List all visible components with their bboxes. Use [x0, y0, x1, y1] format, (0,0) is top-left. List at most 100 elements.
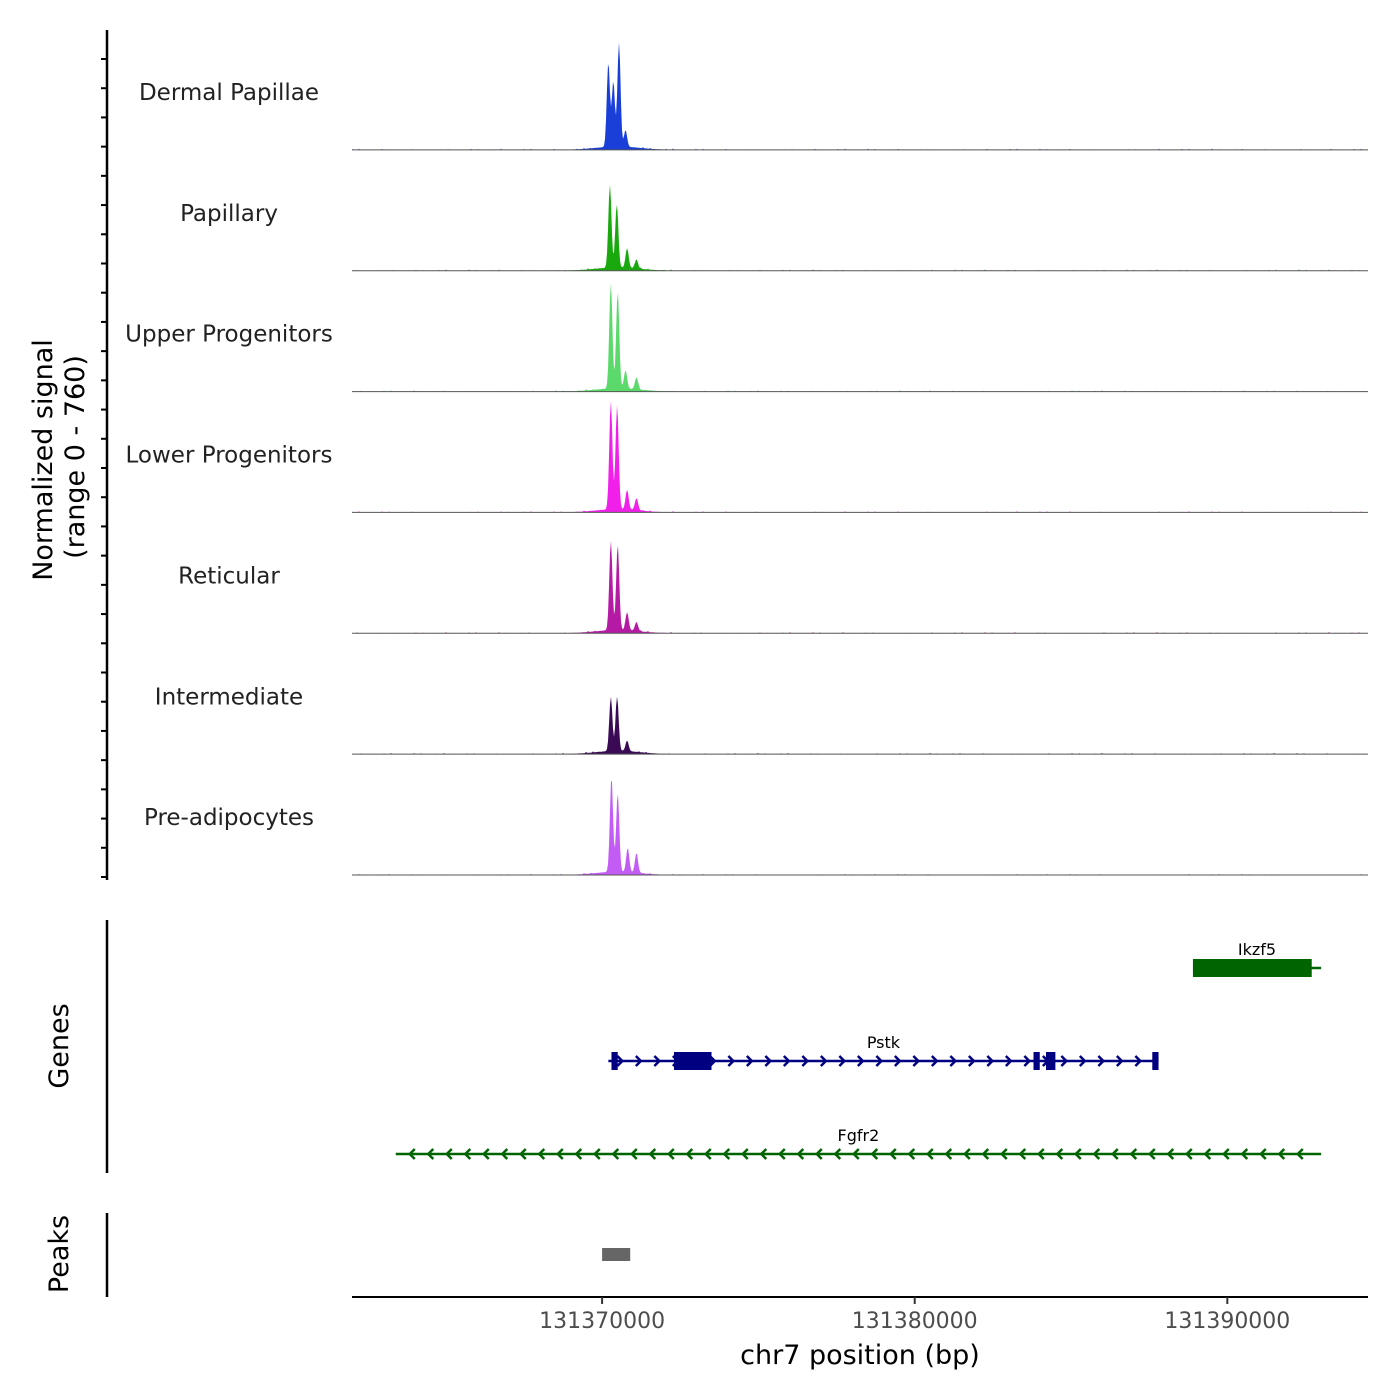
- strand-arrow: [949, 1055, 958, 1067]
- signal-area: [352, 696, 1368, 755]
- strand-arrow: [1203, 1148, 1212, 1160]
- strand-arrow: [1258, 1148, 1267, 1160]
- strand-arrow: [777, 1148, 786, 1160]
- strand-arrow: [796, 1148, 805, 1160]
- strand-arrow: [967, 1055, 976, 1067]
- strand-arrow: [444, 1148, 453, 1160]
- strand-arrow: [925, 1148, 934, 1160]
- peak-region: [602, 1248, 631, 1261]
- strand-arrow: [574, 1148, 583, 1160]
- strand-arrow: [764, 1055, 773, 1067]
- strand-arrow: [1147, 1148, 1156, 1160]
- strand-arrow: [611, 1148, 620, 1160]
- strand-arrow: [999, 1148, 1008, 1160]
- strand-arrow: [708, 1055, 717, 1067]
- strand-arrow: [1129, 1148, 1138, 1160]
- strand-arrow: [745, 1055, 754, 1067]
- gene-exon: [1046, 1052, 1056, 1070]
- strand-arrow: [870, 1148, 879, 1160]
- gene-label: Pstk: [867, 1033, 901, 1052]
- strand-arrow: [722, 1148, 731, 1160]
- gene-exon: [611, 1052, 618, 1070]
- track-label: Lower Progenitors: [126, 443, 333, 469]
- strand-arrow: [685, 1148, 694, 1160]
- peak-track: [602, 1248, 631, 1261]
- strand-arrow: [740, 1148, 749, 1160]
- strand-arrow: [893, 1055, 902, 1067]
- strand-arrow: [801, 1055, 810, 1067]
- track-label: Upper Progenitors: [125, 322, 333, 348]
- strand-arrow: [1295, 1148, 1304, 1160]
- strand-arrow: [1240, 1148, 1249, 1160]
- gene-annotation-track: Ikzf5 Pstk Fgfr2: [395, 940, 1322, 1160]
- strand-arrow: [555, 1148, 564, 1160]
- strand-arrow: [1221, 1148, 1230, 1160]
- strand-arrow: [426, 1148, 435, 1160]
- strand-arrow: [907, 1148, 916, 1160]
- gene-exon: [1192, 959, 1312, 977]
- strand-arrow: [634, 1055, 643, 1067]
- gene-exon: [1152, 1052, 1159, 1070]
- strand-arrow: [819, 1055, 828, 1067]
- strand-arrow: [653, 1055, 662, 1067]
- strand-arrow: [481, 1148, 490, 1160]
- strand-arrow: [944, 1148, 953, 1160]
- strand-arrow: [814, 1148, 823, 1160]
- signal-area: [352, 42, 1368, 150]
- track-label: Pre-adipocytes: [144, 805, 314, 831]
- strand-arrow: [875, 1055, 884, 1067]
- signal-area: [352, 540, 1368, 634]
- strand-arrow: [1166, 1148, 1175, 1160]
- track-label: Dermal Papillae: [139, 80, 319, 106]
- strand-arrow: [1055, 1148, 1064, 1160]
- strand-arrow: [1004, 1055, 1013, 1067]
- strand-arrow: [648, 1148, 657, 1160]
- signal-area: [352, 283, 1368, 392]
- strand-arrow: [888, 1148, 897, 1160]
- strand-arrow: [1078, 1055, 1087, 1067]
- strand-arrow: [518, 1148, 527, 1160]
- strand-arrow: [1184, 1148, 1193, 1160]
- strand-arrow: [986, 1055, 995, 1067]
- strand-arrow: [537, 1148, 546, 1160]
- x-tick-label: 131370000: [539, 1309, 665, 1334]
- strand-arrow: [1092, 1148, 1101, 1160]
- strand-arrow: [912, 1055, 921, 1067]
- gene-label: Ikzf5: [1238, 940, 1276, 959]
- strand-arrow: [463, 1148, 472, 1160]
- axes: 131370000 131380000 131390000: [101, 30, 1368, 1334]
- strand-arrow: [500, 1148, 509, 1160]
- y-axis-label-line2: (range 0 - 760): [60, 355, 91, 559]
- strand-arrow: [838, 1055, 847, 1067]
- strand-arrow: [407, 1148, 416, 1160]
- strand-arrow: [962, 1148, 971, 1160]
- x-tick-label: 131390000: [1164, 1309, 1290, 1334]
- strand-arrow: [856, 1055, 865, 1067]
- strand-arrow: [1018, 1148, 1027, 1160]
- track-label: Reticular: [178, 563, 280, 589]
- genes-panel-label: Genes: [44, 1003, 75, 1088]
- strand-arrow: [833, 1148, 842, 1160]
- signal-tracks: Dermal Papillae Papillary Upper Progenitor…: [125, 42, 1368, 876]
- strand-arrow: [1134, 1055, 1143, 1067]
- strand-arrow: [782, 1055, 791, 1067]
- strand-arrow: [1277, 1148, 1286, 1160]
- strand-arrow: [930, 1055, 939, 1067]
- signal-area: [352, 780, 1368, 875]
- x-axis-title: chr7 position (bp): [740, 1340, 980, 1371]
- strand-arrow: [1036, 1148, 1045, 1160]
- signal-area: [352, 184, 1368, 271]
- strand-arrow: [1115, 1055, 1124, 1067]
- track-label: Papillary: [180, 201, 278, 227]
- strand-arrow: [759, 1148, 768, 1160]
- y-axis-label-line1: Normalized signal: [28, 339, 59, 581]
- strand-arrow: [703, 1148, 712, 1160]
- signal-area: [352, 400, 1368, 513]
- strand-arrow: [1110, 1148, 1119, 1160]
- strand-arrow: [1073, 1148, 1082, 1160]
- strand-arrow: [1023, 1055, 1032, 1067]
- strand-arrow: [851, 1148, 860, 1160]
- strand-arrow: [1097, 1055, 1106, 1067]
- strand-arrow: [616, 1055, 625, 1067]
